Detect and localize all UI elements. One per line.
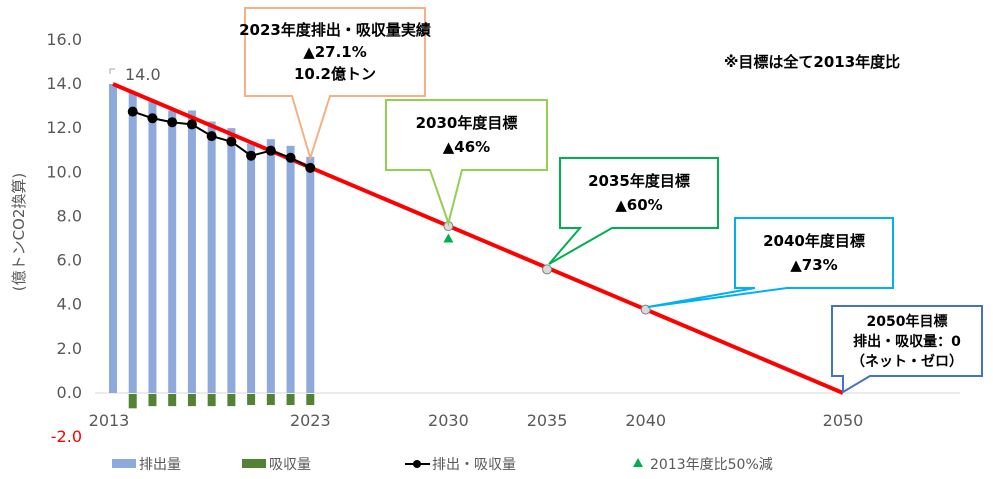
- data-label-2013: 14.0: [125, 65, 161, 84]
- note-text: ※目標は全て2013年度比: [724, 53, 900, 71]
- net-emission-point: [265, 145, 276, 156]
- absorption-bar: [128, 394, 137, 409]
- callout-text: 2035年度目標: [588, 172, 690, 190]
- emission-bar: [306, 156, 315, 393]
- y-tick-label: -2.0: [51, 427, 82, 446]
- absorption-bar: [148, 394, 157, 407]
- absorption-bar: [168, 394, 177, 407]
- net-emission-point: [285, 152, 296, 163]
- callout-text: ▲60%: [615, 196, 662, 214]
- callout-text: （ネット・ゼロ）: [851, 353, 963, 370]
- absorption-bar: [227, 394, 236, 407]
- x-tick-label: 2023: [290, 411, 331, 430]
- x-tick-label: 2035: [527, 411, 568, 430]
- callout-box: [831, 305, 983, 394]
- emission-bar: [109, 84, 117, 394]
- absorption-bar: [286, 394, 295, 406]
- net-emission-point: [246, 150, 257, 161]
- legend-label: 2013年度比50%減: [650, 456, 773, 473]
- net-emission-point: [206, 131, 217, 142]
- emission-bar: [148, 101, 157, 394]
- callout-text: 2030年度目標: [416, 114, 518, 132]
- legend-label: 吸収量: [269, 457, 311, 473]
- legend-label: 排出量: [139, 457, 181, 473]
- emission-bar: [286, 145, 295, 393]
- callout-box: [647, 217, 894, 308]
- x-tick-label: 2013: [89, 411, 130, 430]
- net-emission-point: [305, 162, 316, 173]
- legend-swatch-net-point: [413, 460, 421, 468]
- net-emission-point: [186, 119, 197, 130]
- y-tick-label: 10.0: [46, 162, 82, 181]
- callout-box: [548, 157, 719, 265]
- y-tick-label: 12.0: [46, 118, 82, 137]
- y-tick-label: 4.0: [57, 295, 82, 314]
- target-point: [542, 264, 553, 275]
- legend-label: 排出・吸収量: [432, 457, 516, 473]
- callout-text: 2040年度目標: [763, 232, 865, 250]
- callout-text: 10.2億トン: [294, 65, 376, 83]
- x-tick-label: 2040: [625, 411, 666, 430]
- legend-swatch-triangle: [633, 458, 643, 467]
- y-tick-label: 0.0: [57, 383, 82, 402]
- legend-swatch-emission: [112, 459, 136, 468]
- absorption-bar: [207, 394, 216, 407]
- absorption-bar: [306, 394, 315, 406]
- callout-box: [385, 99, 548, 227]
- emission-bar: [128, 92, 137, 394]
- emission-bar: [247, 143, 256, 393]
- callout-text: ▲46%: [443, 138, 490, 156]
- callout-text: ▲27.1%: [303, 43, 367, 61]
- target-line: [112, 82, 844, 395]
- y-tick-label: 2.0: [57, 339, 82, 358]
- absorption-bar: [187, 394, 196, 407]
- y-axis-label: (億トンCO2換算): [10, 173, 28, 292]
- callout-box: [244, 7, 426, 162]
- net-emission-point: [147, 113, 158, 124]
- emission-bar: [207, 121, 216, 393]
- y-tick-label: 8.0: [57, 206, 82, 225]
- net-emission-point: [127, 106, 138, 117]
- emission-bar: [266, 139, 275, 393]
- fifty-percent-marker: [443, 233, 454, 243]
- callout-text: 2050年目標: [867, 313, 948, 330]
- y-tick-label: 6.0: [57, 251, 82, 270]
- net-emission-point: [167, 117, 178, 128]
- x-tick-label: 2030: [428, 411, 469, 430]
- net-emission-line: [132, 110, 311, 169]
- y-tick-label: 14.0: [46, 74, 82, 93]
- y-tick-label: 16.0: [46, 30, 82, 49]
- emission-bar: [168, 110, 177, 393]
- callout-text: ▲73%: [790, 256, 837, 274]
- callout-text: 2023年度排出・吸収量実績: [239, 21, 431, 39]
- callout-text: 排出・吸収量：0: [853, 333, 961, 350]
- net-emission-point: [226, 136, 237, 147]
- emission-bar: [187, 110, 196, 393]
- x-tick-label: 2050: [823, 411, 864, 430]
- emission-bar: [227, 128, 236, 393]
- legend-swatch-absorption: [242, 459, 266, 468]
- absorption-bar: [247, 394, 256, 406]
- data-label-leader: [109, 68, 115, 75]
- absorption-bar: [266, 394, 275, 406]
